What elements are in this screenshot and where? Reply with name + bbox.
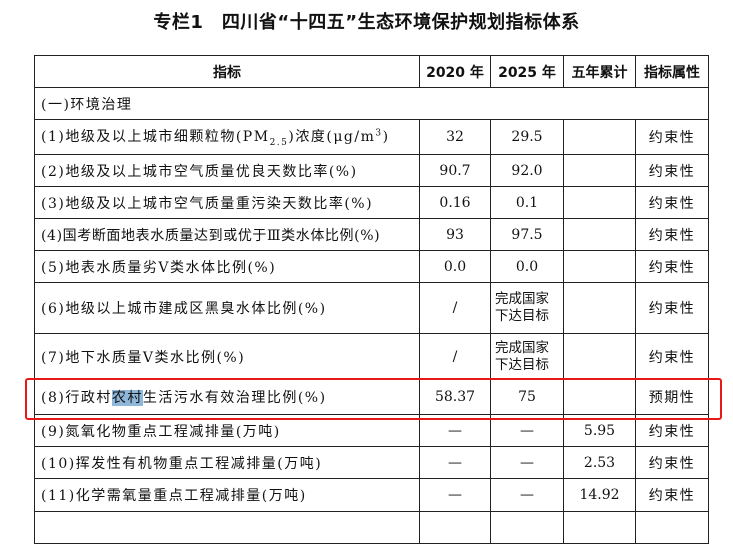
value-total <box>563 282 636 334</box>
indicator-name: (4)国考断面地表水质量达到或优于Ⅲ类水体比例(%) <box>34 218 420 251</box>
value-total <box>563 333 636 380</box>
indicator-name: (8)行政村农村生活污水有效治理比例(%) <box>34 379 420 415</box>
value-attribute: 约束性 <box>635 218 709 251</box>
value-attribute: 约束性 <box>635 446 709 479</box>
table-row: (9)氮氧化物重点工程减排量(万吨) — —5.95 约束性 <box>34 414 709 447</box>
value-total <box>563 186 636 219</box>
value-2025: 0.0 <box>490 250 564 283</box>
value-2020: — <box>419 414 491 447</box>
value-attribute: 约束性 <box>635 478 709 512</box>
value-2020: / <box>419 282 491 334</box>
value-attribute: 约束性 <box>635 414 709 447</box>
table-row: (1)地级及以上城市细颗粒物(PM2.5)浓度(μg/m3) 32 29.5 约… <box>34 119 709 155</box>
value-attribute: 约束性 <box>635 154 709 187</box>
indicator-table: 指标 2020 年 2025 年 五年累计 指标属性 (一)环境治理 (1)地级… <box>34 55 709 544</box>
value-total <box>563 154 636 187</box>
value-total <box>563 250 636 283</box>
value-2025: 75 <box>490 379 564 415</box>
value-2025: — <box>490 446 564 479</box>
indicator-name: (3)地级及以上城市空气质量重污染天数比率(%) <box>34 186 420 219</box>
value-2020: — <box>419 478 491 512</box>
value-total: 14.92 <box>563 478 636 512</box>
value-total <box>563 218 636 251</box>
value-total <box>563 119 636 155</box>
value-2020: 58.37 <box>419 379 491 415</box>
table-row: (10)挥发性有机物重点工程减排量(万吨) — —2.53 约束性 <box>34 446 709 479</box>
header-five-year-total: 五年累计 <box>563 55 636 88</box>
indicator-name: (5)地表水质量劣Ⅴ类水体比例(%) <box>34 250 420 283</box>
value-attribute: 约束性 <box>635 119 709 155</box>
value-2025: 完成国家下达目标 <box>490 282 564 334</box>
indicator-name: (2)地级及以上城市空气质量优良天数比率(%) <box>34 154 420 187</box>
indicator-name: (9)氮氧化物重点工程减排量(万吨) <box>34 414 420 447</box>
value-attribute: 约束性 <box>635 282 709 334</box>
table-row: (11)化学需氧量重点工程减排量(万吨) — —14.92 约束性 <box>34 478 709 512</box>
table-row: (3)地级及以上城市空气质量重污染天数比率(%) 0.16 0.1 约束性 <box>34 186 709 219</box>
value-2025: 29.5 <box>490 119 564 155</box>
indicator-name: (1)地级及以上城市细颗粒物(PM2.5)浓度(μg/m3) <box>34 119 420 155</box>
header-2025: 2025 年 <box>490 55 564 88</box>
indicator-name: (6)地级以上城市建成区黑臭水体比例(%) <box>34 282 420 334</box>
value-2020: 0.16 <box>419 186 491 219</box>
table-row: (2)地级及以上城市空气质量优良天数比率(%) 90.7 92.0 约束性 <box>34 154 709 187</box>
table-row-partial <box>34 511 709 544</box>
value-2020: 0.0 <box>419 250 491 283</box>
header-attribute: 指标属性 <box>635 55 709 88</box>
section-title: (一)环境治理 <box>34 87 709 120</box>
value-2020: 93 <box>419 218 491 251</box>
value-attribute: 约束性 <box>635 186 709 219</box>
table-row: (6)地级以上城市建成区黑臭水体比例(%) / 完成国家下达目标 约束性 <box>34 282 709 334</box>
indicator-name: (10)挥发性有机物重点工程减排量(万吨) <box>34 446 420 479</box>
section-row: (一)环境治理 <box>34 87 709 120</box>
value-attribute: 预期性 <box>635 379 709 415</box>
value-2025: — <box>490 414 564 447</box>
value-2025: 97.5 <box>490 218 564 251</box>
table-header: 指标 2020 年 2025 年 五年累计 指标属性 <box>34 55 709 88</box>
value-2025: 92.0 <box>490 154 564 187</box>
table-row: (7)地下水质量Ⅴ类水比例(%) / 完成国家下达目标 约束性 <box>34 333 709 380</box>
value-2020: — <box>419 446 491 479</box>
indicator-name: (11)化学需氧量重点工程减排量(万吨) <box>34 478 420 512</box>
table-row-highlighted: (8)行政村农村生活污水有效治理比例(%) 58.37 75 预期性 <box>34 379 709 415</box>
value-attribute: 约束性 <box>635 333 709 380</box>
value-2025: 0.1 <box>490 186 564 219</box>
indicator-name: (7)地下水质量Ⅴ类水比例(%) <box>34 333 420 380</box>
value-attribute: 约束性 <box>635 250 709 283</box>
header-2020: 2020 年 <box>419 55 491 88</box>
value-total: 5.95 <box>563 414 636 447</box>
header-indicator: 指标 <box>34 55 420 88</box>
table-row: (5)地表水质量劣Ⅴ类水体比例(%) 0.0 0.0 约束性 <box>34 250 709 283</box>
value-2020: / <box>419 333 491 380</box>
value-total: 2.53 <box>563 446 636 479</box>
value-2025: 完成国家下达目标 <box>490 333 564 380</box>
value-2020: 90.7 <box>419 154 491 187</box>
selected-text[interactable]: 农村 <box>111 390 143 406</box>
page-title: 专栏1 四川省“十四五”生态环境保护规划指标体系 <box>153 12 580 33</box>
value-2025: — <box>490 478 564 512</box>
table-row: (4)国考断面地表水质量达到或优于Ⅲ类水体比例(%) 93 97.5 约束性 <box>34 218 709 251</box>
value-total <box>563 379 636 415</box>
value-2020: 32 <box>419 119 491 155</box>
